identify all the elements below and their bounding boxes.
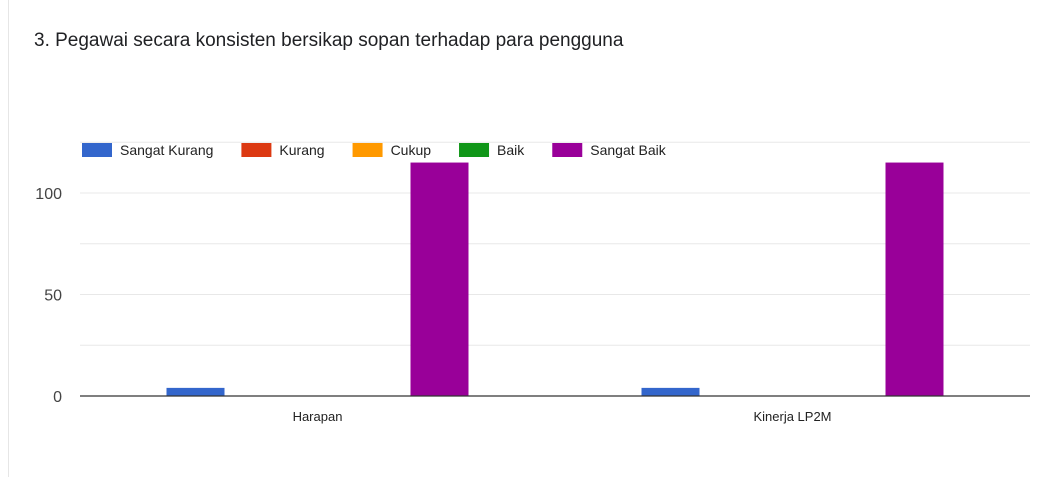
y-tick-label: 50 [44,288,62,305]
legend-label: Baik [497,142,525,158]
y-tick-label: 0 [53,389,62,406]
bar [166,387,225,396]
bar [410,162,469,396]
legend-label: Sangat Baik [590,142,666,158]
legend-label: Cukup [391,142,432,158]
legend-swatch [459,143,490,157]
legend-label: Kurang [279,142,324,158]
x-category-label: Harapan [293,409,343,424]
legend-swatch [82,143,112,157]
bar [641,387,700,396]
card-left-border [8,0,9,477]
bar [885,162,944,396]
legend-swatch [552,143,583,157]
legend-label: Sangat Kurang [120,142,213,158]
x-category-label: Kinerja LP2M [753,409,831,424]
legend-swatch [352,143,383,157]
y-tick-label: 100 [35,186,62,203]
chart-title: 3. Pegawai secara konsisten bersikap sop… [34,30,624,51]
legend-swatch [241,143,272,157]
